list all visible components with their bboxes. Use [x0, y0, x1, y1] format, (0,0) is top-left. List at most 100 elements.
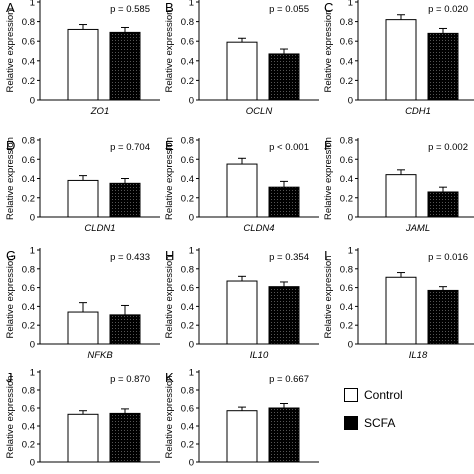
panel-letter: A	[6, 0, 15, 15]
y-tick-label: 0.6	[340, 283, 353, 294]
legend-swatch-control	[344, 388, 358, 402]
y-tick-label: 1	[30, 246, 35, 257]
y-tick-label: 0.6	[22, 283, 35, 294]
panel-letter: B	[165, 0, 174, 15]
p-value-label: p = 0.667	[269, 374, 309, 385]
y-tick-label: 0	[30, 340, 35, 351]
y-tick-label: 0.8	[181, 386, 194, 397]
y-tick-label: 1	[30, 0, 35, 9]
y-tick-label: 0	[348, 213, 353, 224]
y-tick-label: 0.4	[340, 56, 353, 67]
panel-letter: G	[6, 248, 16, 263]
bar-scfa	[268, 186, 300, 218]
y-tick-label: 0.6	[181, 37, 194, 48]
bar-control	[226, 410, 258, 463]
y-tick-label: 0.2	[340, 193, 353, 204]
p-value-label: p < 0.001	[269, 142, 309, 153]
bar-control	[385, 19, 417, 101]
legend-swatch-scfa	[344, 416, 358, 430]
y-tick-label: 0.4	[181, 174, 194, 185]
panel-letter: D	[6, 138, 15, 153]
y-axis-label: Relative expression	[323, 137, 334, 220]
p-value-label: p = 0.002	[428, 142, 468, 153]
p-value-label: p = 0.585	[110, 4, 150, 15]
bar-scfa	[268, 407, 300, 463]
p-value-label: p = 0.016	[428, 252, 468, 263]
bar-control	[226, 41, 258, 101]
y-tick-label: 0	[189, 213, 194, 224]
bar-scfa	[109, 314, 141, 345]
bar-scfa	[427, 191, 459, 218]
y-tick-label: 0.2	[340, 321, 353, 332]
y-axis-label: Relative expression	[164, 256, 175, 339]
bar-control	[67, 179, 99, 218]
y-tick-label: 0.8	[22, 136, 35, 147]
y-tick-label: 0.8	[22, 386, 35, 397]
gene-label: CLDN1	[84, 223, 115, 234]
y-axis-label: Relative expression	[323, 10, 334, 93]
y-tick-label: 0.4	[181, 56, 194, 67]
y-tick-label: 0.6	[22, 155, 35, 166]
gene-label: IL18	[409, 350, 428, 361]
y-tick-label: 1	[348, 246, 353, 257]
y-tick-label: 0	[189, 96, 194, 107]
y-axis-label: Relative expression	[164, 10, 175, 93]
bar-scfa	[109, 31, 141, 101]
gene-label: IL10	[250, 350, 269, 361]
bar-control	[226, 280, 258, 345]
p-value-label: p = 0.704	[110, 142, 150, 153]
y-tick-label: 1	[189, 246, 194, 257]
panel-letter: H	[165, 248, 174, 263]
y-axis-label: Relative expression	[5, 137, 16, 220]
bar-scfa	[268, 53, 300, 101]
y-tick-label: 0.2	[181, 193, 194, 204]
y-tick-label: 0.4	[22, 56, 35, 67]
p-value-label: p = 0.870	[110, 374, 150, 385]
bar-control	[67, 311, 99, 345]
y-tick-label: 0.4	[181, 302, 194, 313]
legend: Control SCFA	[344, 386, 464, 436]
panel-letter: C	[324, 0, 333, 15]
bar-control	[385, 174, 417, 218]
gene-label: OCLN	[246, 106, 273, 117]
y-tick-label: 0.4	[340, 302, 353, 313]
gene-label: JAML	[405, 223, 430, 234]
y-tick-label: 0.8	[181, 264, 194, 275]
y-tick-label: 0	[189, 340, 194, 351]
bar-control	[226, 163, 258, 218]
y-tick-label: 0.2	[181, 440, 194, 451]
y-tick-label: 0.2	[22, 76, 35, 87]
y-tick-label: 0.6	[22, 404, 35, 415]
legend-label-control: Control	[364, 388, 403, 402]
p-value-label: p = 0.020	[428, 4, 468, 15]
gene-label: CLDN4	[243, 223, 274, 234]
bar-scfa	[427, 289, 459, 345]
panel-letter: J	[6, 370, 13, 385]
y-tick-label: 0	[30, 458, 35, 469]
y-tick-label: 0.6	[340, 37, 353, 48]
y-tick-label: 0.4	[22, 422, 35, 433]
y-tick-label: 0	[30, 213, 35, 224]
y-tick-label: 0.6	[181, 283, 194, 294]
bar-control	[67, 28, 99, 101]
bar-control	[67, 413, 99, 463]
y-tick-label: 0.6	[22, 37, 35, 48]
y-tick-label: 0.4	[340, 174, 353, 185]
y-axis-label: Relative expression	[323, 256, 334, 339]
p-value-label: p = 0.433	[110, 252, 150, 263]
y-tick-label: 0.2	[340, 76, 353, 87]
y-tick-label: 1	[30, 368, 35, 379]
y-tick-label: 0.8	[22, 17, 35, 28]
bar-scfa	[268, 286, 300, 345]
bar-scfa	[109, 182, 141, 218]
y-tick-label: 0.2	[181, 321, 194, 332]
bar-control	[385, 276, 417, 345]
gene-label: NFKB	[87, 350, 113, 361]
y-tick-label: 0.8	[22, 264, 35, 275]
